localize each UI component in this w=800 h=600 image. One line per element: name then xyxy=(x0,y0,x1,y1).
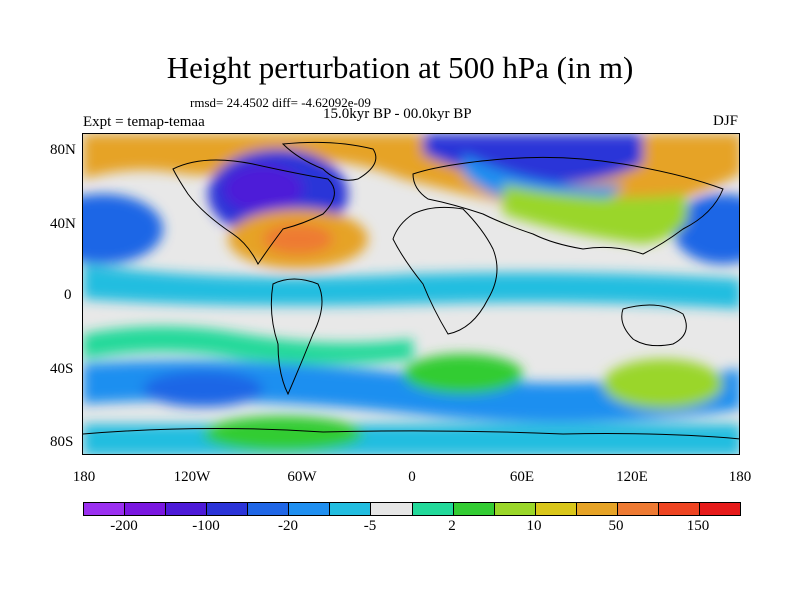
lon-tick-label: 0 xyxy=(408,469,416,485)
colorbar-swatch xyxy=(617,503,659,515)
field-patch xyxy=(83,194,163,264)
season-label: DJF xyxy=(713,113,739,129)
plot-title: Height perturbation at 500 hPa (in m) xyxy=(166,50,634,85)
colorbar-swatch xyxy=(125,503,167,515)
field-patch xyxy=(673,194,739,264)
colorbar-label: -200 xyxy=(110,518,138,534)
colorbar-swatch xyxy=(330,503,372,515)
field-patch xyxy=(83,326,413,364)
field-patch xyxy=(223,164,303,214)
field-patch xyxy=(403,354,523,394)
greenland-outline xyxy=(281,141,377,181)
field-patch xyxy=(203,416,363,452)
colorbar-swatch xyxy=(494,503,536,515)
map-panel xyxy=(82,133,740,455)
lat-tick-label: 0 xyxy=(64,287,72,303)
coastlines xyxy=(83,141,739,440)
lon-tick-label: 60W xyxy=(287,469,317,485)
colorbar-swatch xyxy=(207,503,249,515)
lon-tick-label: 120W xyxy=(173,469,211,485)
antarctica-outline xyxy=(83,427,739,440)
lon-tick-label: 120E xyxy=(616,469,648,485)
colorbar-swatch xyxy=(166,503,208,515)
colorbar-label: 10 xyxy=(526,518,542,534)
field-patch xyxy=(83,264,739,309)
north-america-outline xyxy=(172,159,335,265)
colorbar-swatch xyxy=(289,503,331,515)
colorbar-swatch xyxy=(371,503,413,515)
contour-map xyxy=(83,134,739,454)
colorbar-swatch xyxy=(535,503,577,515)
colorbar-label: 150 xyxy=(686,518,710,534)
eurasia-outline xyxy=(412,156,724,255)
colorbar-label: 2 xyxy=(448,518,456,534)
experiment-label: Expt = temap-temaa xyxy=(83,114,205,130)
colorbar-swatch xyxy=(412,503,454,515)
colorbar-swatch xyxy=(453,503,495,515)
field-patch xyxy=(603,359,723,409)
field-patch xyxy=(503,184,688,244)
colorbar-label: 50 xyxy=(608,518,624,534)
period-label: 15.0kyr BP - 00.0kyr BP xyxy=(323,106,472,122)
colorbar-label: -5 xyxy=(363,518,377,534)
lat-tick-label: 40S xyxy=(50,361,74,377)
stats-label: rmsd= 24.4502 diff= -4.62092e-09 xyxy=(190,95,371,110)
field-patch xyxy=(143,371,263,407)
colorbar-swatch xyxy=(658,503,700,515)
australia-outline xyxy=(621,304,687,347)
field-patch xyxy=(263,224,333,254)
colorbar-swatch xyxy=(248,503,290,515)
colorbar-swatch xyxy=(699,503,740,515)
colorbar xyxy=(83,502,741,516)
colorbar-swatch xyxy=(84,503,126,515)
colorbar-swatch xyxy=(576,503,618,515)
field-patch xyxy=(83,360,739,423)
lat-tick-label: 40N xyxy=(50,216,76,232)
colorbar-label: -20 xyxy=(278,518,298,534)
colorbar-label: -100 xyxy=(192,518,220,534)
south-america-outline xyxy=(270,278,323,396)
africa-outline xyxy=(392,206,498,335)
lon-tick-label: 60E xyxy=(509,469,535,485)
lat-tick-label: 80N xyxy=(50,142,76,158)
lat-tick-label: 80S xyxy=(50,434,74,450)
lon-tick-label: 180 xyxy=(72,469,96,485)
lon-tick-label: 180 xyxy=(728,469,752,485)
